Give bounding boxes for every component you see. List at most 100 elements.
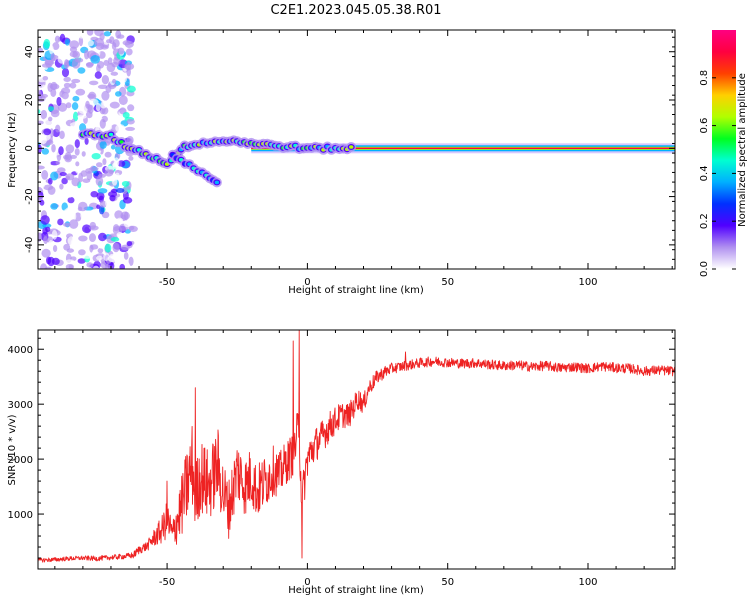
noise-speck <box>101 74 110 85</box>
noise-speck <box>88 225 99 231</box>
noise-speck <box>67 196 75 204</box>
noise-speck <box>52 244 58 253</box>
noise-speck <box>125 126 136 131</box>
noise-speck <box>127 104 135 112</box>
noise-speck <box>72 50 81 59</box>
snr-marks <box>38 330 675 563</box>
noise-speck <box>104 123 113 131</box>
noise-speck <box>80 211 87 220</box>
trace-blob-core <box>108 132 114 137</box>
noise-speck <box>42 75 49 81</box>
spectrogram-marks <box>38 30 675 269</box>
snr-xtick-label: 0 <box>304 577 310 588</box>
noise-speck <box>104 169 114 177</box>
snr-panel: -50 0 50 100 1000 2000 3000 4000 Height of stra… <box>7 329 676 596</box>
noise-speck <box>50 53 56 62</box>
noise-speck <box>43 235 48 245</box>
noise-speck <box>116 217 124 224</box>
noise-speck <box>38 144 42 154</box>
noise-speck <box>84 49 90 60</box>
noise-speck <box>44 60 55 66</box>
noise-speck <box>96 204 101 210</box>
noise-speck <box>41 248 51 258</box>
noise-speck <box>113 157 120 168</box>
snr-series-line <box>38 330 675 563</box>
noise-speck <box>59 130 65 140</box>
noise-speck <box>107 255 118 263</box>
snr-frame <box>37 329 676 570</box>
noise-speck <box>57 218 64 226</box>
noise-speck <box>55 160 61 165</box>
noise-speck <box>65 173 75 181</box>
spectrogram-xtick-label: 0 <box>304 277 310 288</box>
noise-speck <box>118 166 123 171</box>
noise-speck <box>63 222 71 227</box>
noise-speck <box>89 166 99 171</box>
spectrogram-xlabel: Height of straight line (km) <box>288 285 424 296</box>
noise-speck <box>102 158 107 166</box>
noise-speck <box>102 226 109 236</box>
noise-speck <box>58 146 64 156</box>
noise-speck <box>77 114 87 119</box>
noise-speck <box>86 170 93 181</box>
noise-speck <box>78 249 86 256</box>
spectrogram-ytick-label: 0 <box>24 145 35 151</box>
noise-speck <box>100 101 107 109</box>
noise-speck <box>123 219 133 228</box>
noise-speck <box>95 176 104 187</box>
noise-speck <box>90 190 99 198</box>
colorbar-tick-label: 0.6 <box>699 118 710 134</box>
noise-speck <box>97 188 108 194</box>
noise-speck <box>116 232 124 238</box>
noise-speck <box>75 88 86 96</box>
noise-speck <box>50 171 59 181</box>
snr-xtick-label: 50 <box>441 577 454 588</box>
noise-speck <box>47 177 53 185</box>
noise-speck <box>86 62 94 68</box>
noise-speck <box>63 59 70 70</box>
noise-speck <box>61 67 70 78</box>
noise-speck <box>122 111 130 119</box>
noise-speck <box>59 172 67 177</box>
noise-speck <box>43 128 52 136</box>
noise-speck <box>89 244 94 253</box>
noise-speck <box>126 118 135 125</box>
noise-speck <box>69 82 77 89</box>
spectrogram-ytick-label: 40 <box>24 45 35 58</box>
noise-speck <box>74 139 80 149</box>
noise-speck <box>66 248 75 253</box>
snr-background <box>38 330 675 569</box>
noise-speck <box>42 158 51 168</box>
noise-speck <box>59 33 66 43</box>
noise-speck <box>77 67 86 74</box>
noise-speck <box>38 120 44 125</box>
noise-speck <box>97 238 107 249</box>
noise-speck <box>128 225 135 231</box>
noise-speck <box>105 198 111 208</box>
noise-speck <box>98 232 107 242</box>
noise-speck <box>64 154 73 163</box>
noise-speck <box>55 124 61 133</box>
noise-speck <box>61 92 69 100</box>
noise-speck <box>120 244 130 251</box>
noise-speck <box>71 177 80 187</box>
noise-speck <box>41 170 49 180</box>
noise-speck <box>91 152 101 160</box>
noise-speck <box>97 61 105 69</box>
noise-speck <box>51 144 56 153</box>
noise-speck <box>104 243 112 253</box>
noise-speck <box>128 256 134 266</box>
noise-speck <box>92 112 98 119</box>
noise-speck <box>110 237 120 242</box>
noise-speck <box>121 237 127 245</box>
noise-speck <box>99 200 107 208</box>
noise-speck <box>62 209 73 215</box>
spectrogram-ytick-label: -20 <box>24 188 35 204</box>
noise-speck <box>40 93 48 98</box>
noise-speck <box>59 183 64 190</box>
spectrogram-ytick-label: -40 <box>24 237 35 253</box>
noise-speck <box>94 71 102 79</box>
noise-speck <box>78 31 85 39</box>
noise-speck <box>112 78 117 84</box>
